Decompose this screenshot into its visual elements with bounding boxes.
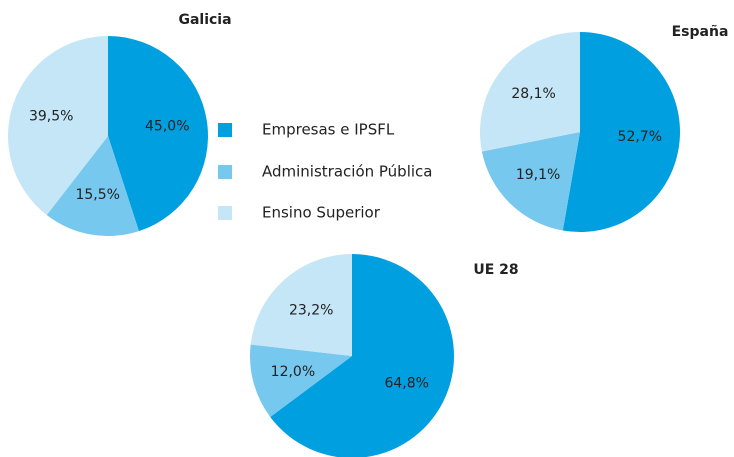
pie-slice	[7, 36, 108, 216]
data-label: 12,0%	[271, 364, 315, 380]
pie-slice	[562, 32, 680, 232]
legend-label: Empresas e IPSFL	[262, 121, 395, 139]
chart-title: UE 28	[473, 262, 518, 278]
legend-label: Administración Pública	[262, 163, 432, 181]
data-label: 23,2%	[289, 302, 333, 318]
data-label: 39,5%	[29, 109, 73, 125]
data-label: 19,1%	[516, 167, 560, 183]
data-label: 28,1%	[511, 86, 555, 102]
pie-slice	[250, 344, 352, 417]
data-label: 52,7%	[618, 129, 662, 145]
legend-swatch	[218, 123, 232, 137]
legend-label: Ensino Superior	[262, 204, 381, 222]
legend-swatch	[218, 206, 232, 220]
data-label: 45,0%	[145, 119, 189, 135]
pie-slice	[270, 254, 454, 457]
pie-slice	[480, 32, 580, 152]
data-label: 15,5%	[75, 187, 119, 203]
pie-slice	[250, 254, 352, 356]
pie-slice	[481, 132, 580, 231]
pie-slice	[46, 136, 139, 236]
chart-title: Galicia	[178, 12, 231, 28]
legend-swatch	[218, 165, 232, 179]
data-label: 64,8%	[384, 375, 428, 391]
pie-slice	[108, 36, 208, 232]
chart-title: España	[672, 24, 729, 40]
